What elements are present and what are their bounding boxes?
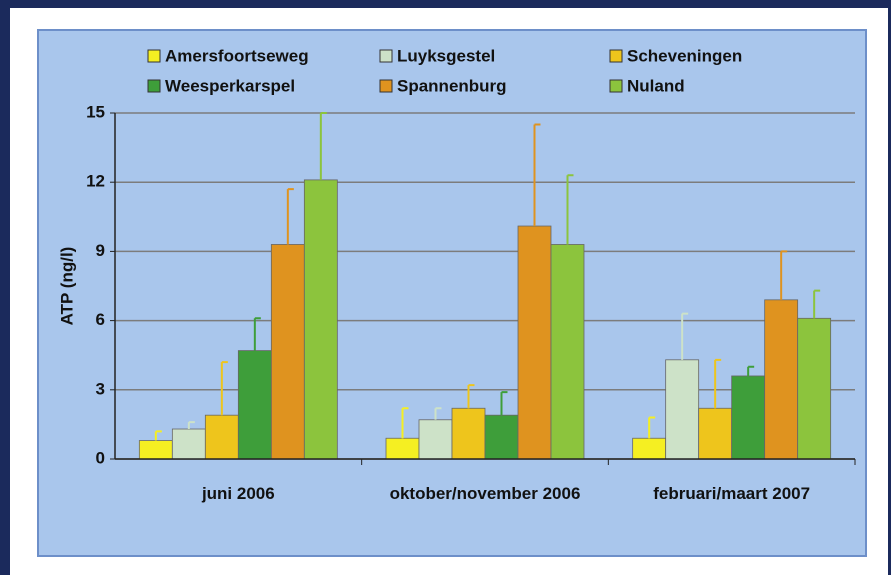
bar xyxy=(451,407,486,460)
error-bar xyxy=(467,384,475,409)
legend-label: Scheveningen xyxy=(627,46,742,65)
bar xyxy=(204,414,239,460)
y-tick-label: 15 xyxy=(86,102,105,121)
legend-swatch xyxy=(379,79,393,93)
error-bar xyxy=(714,358,722,409)
bar xyxy=(797,317,832,460)
error-bar xyxy=(154,430,162,441)
error-bar xyxy=(319,112,327,180)
bar xyxy=(138,440,173,460)
bar xyxy=(484,414,519,460)
legend-swatch xyxy=(379,49,393,63)
y-tick-label: 9 xyxy=(96,241,105,260)
y-axis-label: ATP (ng/l) xyxy=(57,247,76,326)
error-bar xyxy=(401,407,409,439)
bar xyxy=(731,375,766,460)
legend-label: Spannenburg xyxy=(397,76,507,95)
error-bar xyxy=(500,391,508,416)
legend-label: Weesperkarspel xyxy=(165,76,295,95)
error-bar xyxy=(253,317,261,351)
x-tick-label: februari/maart 2007 xyxy=(653,484,811,503)
bar xyxy=(270,244,305,460)
error-bar xyxy=(681,312,689,360)
y-tick-label: 12 xyxy=(86,172,105,191)
bar xyxy=(665,359,700,460)
x-tick-label: juni 2006 xyxy=(201,484,275,503)
error-bar xyxy=(813,289,821,319)
error-bar xyxy=(566,174,574,245)
error-bar xyxy=(780,250,788,300)
legend-swatch xyxy=(609,49,623,63)
error-bar xyxy=(747,365,755,376)
legend-swatch xyxy=(609,79,623,93)
bar xyxy=(764,299,799,460)
bar xyxy=(550,244,585,460)
legend-swatch xyxy=(147,49,161,63)
bar xyxy=(237,350,272,460)
bar xyxy=(698,407,733,460)
panel xyxy=(37,29,867,557)
y-tick-label: 0 xyxy=(96,448,105,467)
bar xyxy=(632,437,667,460)
y-tick-label: 3 xyxy=(96,379,105,398)
error-bar xyxy=(220,361,228,416)
x-tick-label: oktober/november 2006 xyxy=(389,484,581,503)
bar xyxy=(517,225,552,460)
error-bar xyxy=(648,416,656,439)
legend-label: Nuland xyxy=(627,76,685,95)
y-tick-label: 6 xyxy=(96,310,105,329)
bar xyxy=(171,428,206,460)
error-bar xyxy=(187,421,195,430)
legend-label: Luyksgestel xyxy=(397,46,495,65)
error-bar xyxy=(286,188,294,245)
error-bar xyxy=(533,123,541,227)
legend-label: Amersfoortseweg xyxy=(165,46,309,65)
bar xyxy=(385,437,420,460)
legend-swatch xyxy=(147,79,161,93)
bar xyxy=(418,419,453,460)
bar xyxy=(303,179,338,460)
error-bar xyxy=(434,407,442,420)
